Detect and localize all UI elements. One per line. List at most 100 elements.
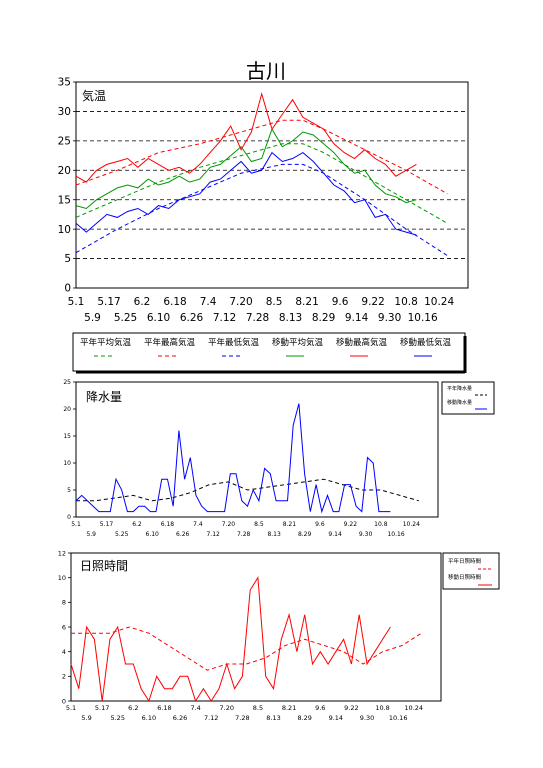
precipitation-x-tick-label: 8.5 [254,521,264,528]
sunshine-y-tick-label: 4 [62,648,66,656]
precipitation-x-tick-label: 7.20 [222,521,236,528]
sunshine-x-tick-label: 6.2 [128,704,138,712]
precipitation-series-line [75,403,391,514]
sunshine-x-tick-label: 9.14 [329,714,343,722]
temperature-chart: 0 5 10 15 20 25 30 35 5.1 5.17 6.2 6.18 7.4 7.20 8.5 8… [58,77,469,324]
temperature-x-tick-label: 9.22 [361,296,384,308]
sunshine-y-tick-label: 6 [62,623,66,631]
sunshine-x-tick-label: 7.12 [204,714,218,722]
temperature-y-tick-label: 10 [58,224,71,236]
precipitation-x-tick-label: 6.18 [161,521,175,528]
precipitation-y-tick-label: 10 [63,460,71,467]
precipitation-x-tick-label: 5.25 [115,531,129,538]
temperature-series-line [75,143,448,224]
temperature-y-tick-label: 30 [58,106,71,118]
temperature-x-tick-label: 6.26 [180,312,204,324]
sunshine-x-tick-label: 8.13 [266,714,280,722]
temperature-y-tick-label: 20 [58,165,71,177]
temperature-x-tick-label: 10.24 [424,296,454,308]
sunshine-y-tick-label: 0 [62,697,66,705]
precipitation-x-tick-label: 7.12 [206,531,220,538]
sunshine-x-tick-label: 8.5 [253,704,263,712]
sunshine-series-line [71,626,422,671]
sunshine-x-axis: 5.1 5.17 6.2 6.18 7.4 7.20 8.5 8.21 9.6 9.22 10.8 1… [66,704,423,722]
precipitation-x-tick-label: 9.6 [315,521,325,528]
precipitation-x-tick-label: 5.17 [100,521,114,528]
temperature-legend-label: 平年最低気温 [208,337,260,348]
precipitation-x-axis: 5.1 5.17 6.2 6.18 7.4 7.20 8.5 8.21 9.6 9.22 10.8 1… [71,521,420,538]
precipitation-x-tick-label: 5.9 [86,531,96,538]
precipitation-series-line [76,478,420,502]
sunshine-x-tick-label: 10.8 [375,704,389,712]
temperature-x-tick-label: 8.21 [295,296,318,308]
precipitation-x-tick-label: 10.24 [403,521,420,528]
temperature-x-tick-label: 7.4 [200,296,217,308]
precipitation-x-tick-label: 7.28 [237,531,251,538]
sunshine-x-tick-label: 7.20 [220,704,234,712]
temperature-x-tick-label: 9.30 [378,312,401,324]
sunshine-x-tick-label: 10.16 [389,714,408,722]
sunshine-x-tick-label: 6.26 [173,714,187,722]
temperature-x-tick-label: 9.14 [345,312,369,324]
temperature-y-tick-label: 35 [58,77,71,89]
precipitation-x-tick-label: 6.26 [176,531,190,538]
temperature-legend-label: 平年最高気温 [144,337,196,348]
precipitation-x-tick-label: 9.14 [328,531,342,538]
temperature-x-tick-label: 10.16 [408,312,438,324]
precipitation-x-tick-label: 7.4 [193,521,203,528]
precipitation-x-tick-label: 8.13 [267,531,281,538]
temperature-series [75,91,448,257]
precipitation-y-tick-label: 25 [63,379,71,386]
temperature-x-tick-label: 7.28 [246,312,269,324]
sunshine-x-tick-label: 5.17 [95,704,109,712]
temperature-legend-label: 移動最低気温 [400,337,452,348]
temperature-legend-label: 移動平均気温 [272,337,324,348]
temperature-y-axis: 0 5 10 15 20 25 30 35 [58,77,76,295]
precipitation-chart: 0 5 10 15 20 25 5.1 5.17 6.2 6.18 7.4 7.20 8.5 8.21 9… [63,379,439,538]
temperature-x-tick-label: 7.12 [213,312,236,324]
temperature-x-tick-label: 7.20 [229,296,252,308]
temperature-x-tick-label: 10.8 [394,296,417,308]
temperature-y-tick-label: 5 [64,253,71,265]
temperature-x-tick-label: 5.25 [114,312,137,324]
sunshine-x-tick-label: 6.18 [157,704,171,712]
sunshine-chart: 0 2 4 6 8 10 12 5.1 5.17 6.2 6.18 7.4 7.20 8.5 8.21 9.… [58,549,442,722]
sunshine-y-tick-label: 8 [62,599,66,607]
precipitation-y-tick-label: 5 [67,487,71,494]
precipitation-x-tick-label: 9.30 [359,531,373,538]
temperature-y-tick-label: 15 [58,194,71,206]
temperature-x-tick-label: 5.1 [68,296,85,308]
sunshine-x-tick-label: 9.30 [360,714,374,722]
temperature-legend-label: 平年平均気温 [80,337,132,348]
temperature-series-line [75,151,417,236]
precipitation-chart-label: 降水量 [86,390,122,404]
temperature-legend-label: 移動最高気温 [336,337,388,348]
sunshine-y-tick-label: 12 [58,549,66,557]
sunshine-x-tick-label: 10.24 [404,704,423,712]
precipitation-legend-label: 移動降水量 [447,399,472,406]
sunshine-chart-label: 日照時間 [80,559,128,573]
sunshine-legend-label: 平年日照時間 [448,557,482,565]
temperature-y-tick-label: 25 [58,136,71,148]
temperature-chart-label: 気温 [82,88,106,103]
temperature-y-tick-label: 0 [64,283,71,295]
precipitation-x-tick-label: 8.21 [283,521,297,528]
temperature-x-tick-label: 9.6 [332,296,349,308]
temperature-x-tick-label: 6.2 [134,296,151,308]
precipitation-y-axis: 0 5 10 15 20 25 [63,379,76,521]
sunshine-x-tick-label: 9.22 [344,704,358,712]
sunshine-x-tick-label: 6.10 [142,714,156,722]
temperature-x-tick-label: 6.10 [147,312,170,324]
temperature-x-tick-label: 5.17 [97,296,120,308]
temperature-x-tick-label: 6.18 [163,296,186,308]
temperature-gridlines [76,111,468,259]
sunshine-x-tick-label: 9.6 [315,704,325,712]
temperature-x-tick-label: 8.29 [312,312,335,324]
sunshine-x-tick-label: 5.1 [66,704,76,712]
precipitation-y-tick-label: 15 [63,433,71,440]
precipitation-x-tick-label: 10.16 [387,531,404,538]
sunshine-series-line [70,576,391,703]
